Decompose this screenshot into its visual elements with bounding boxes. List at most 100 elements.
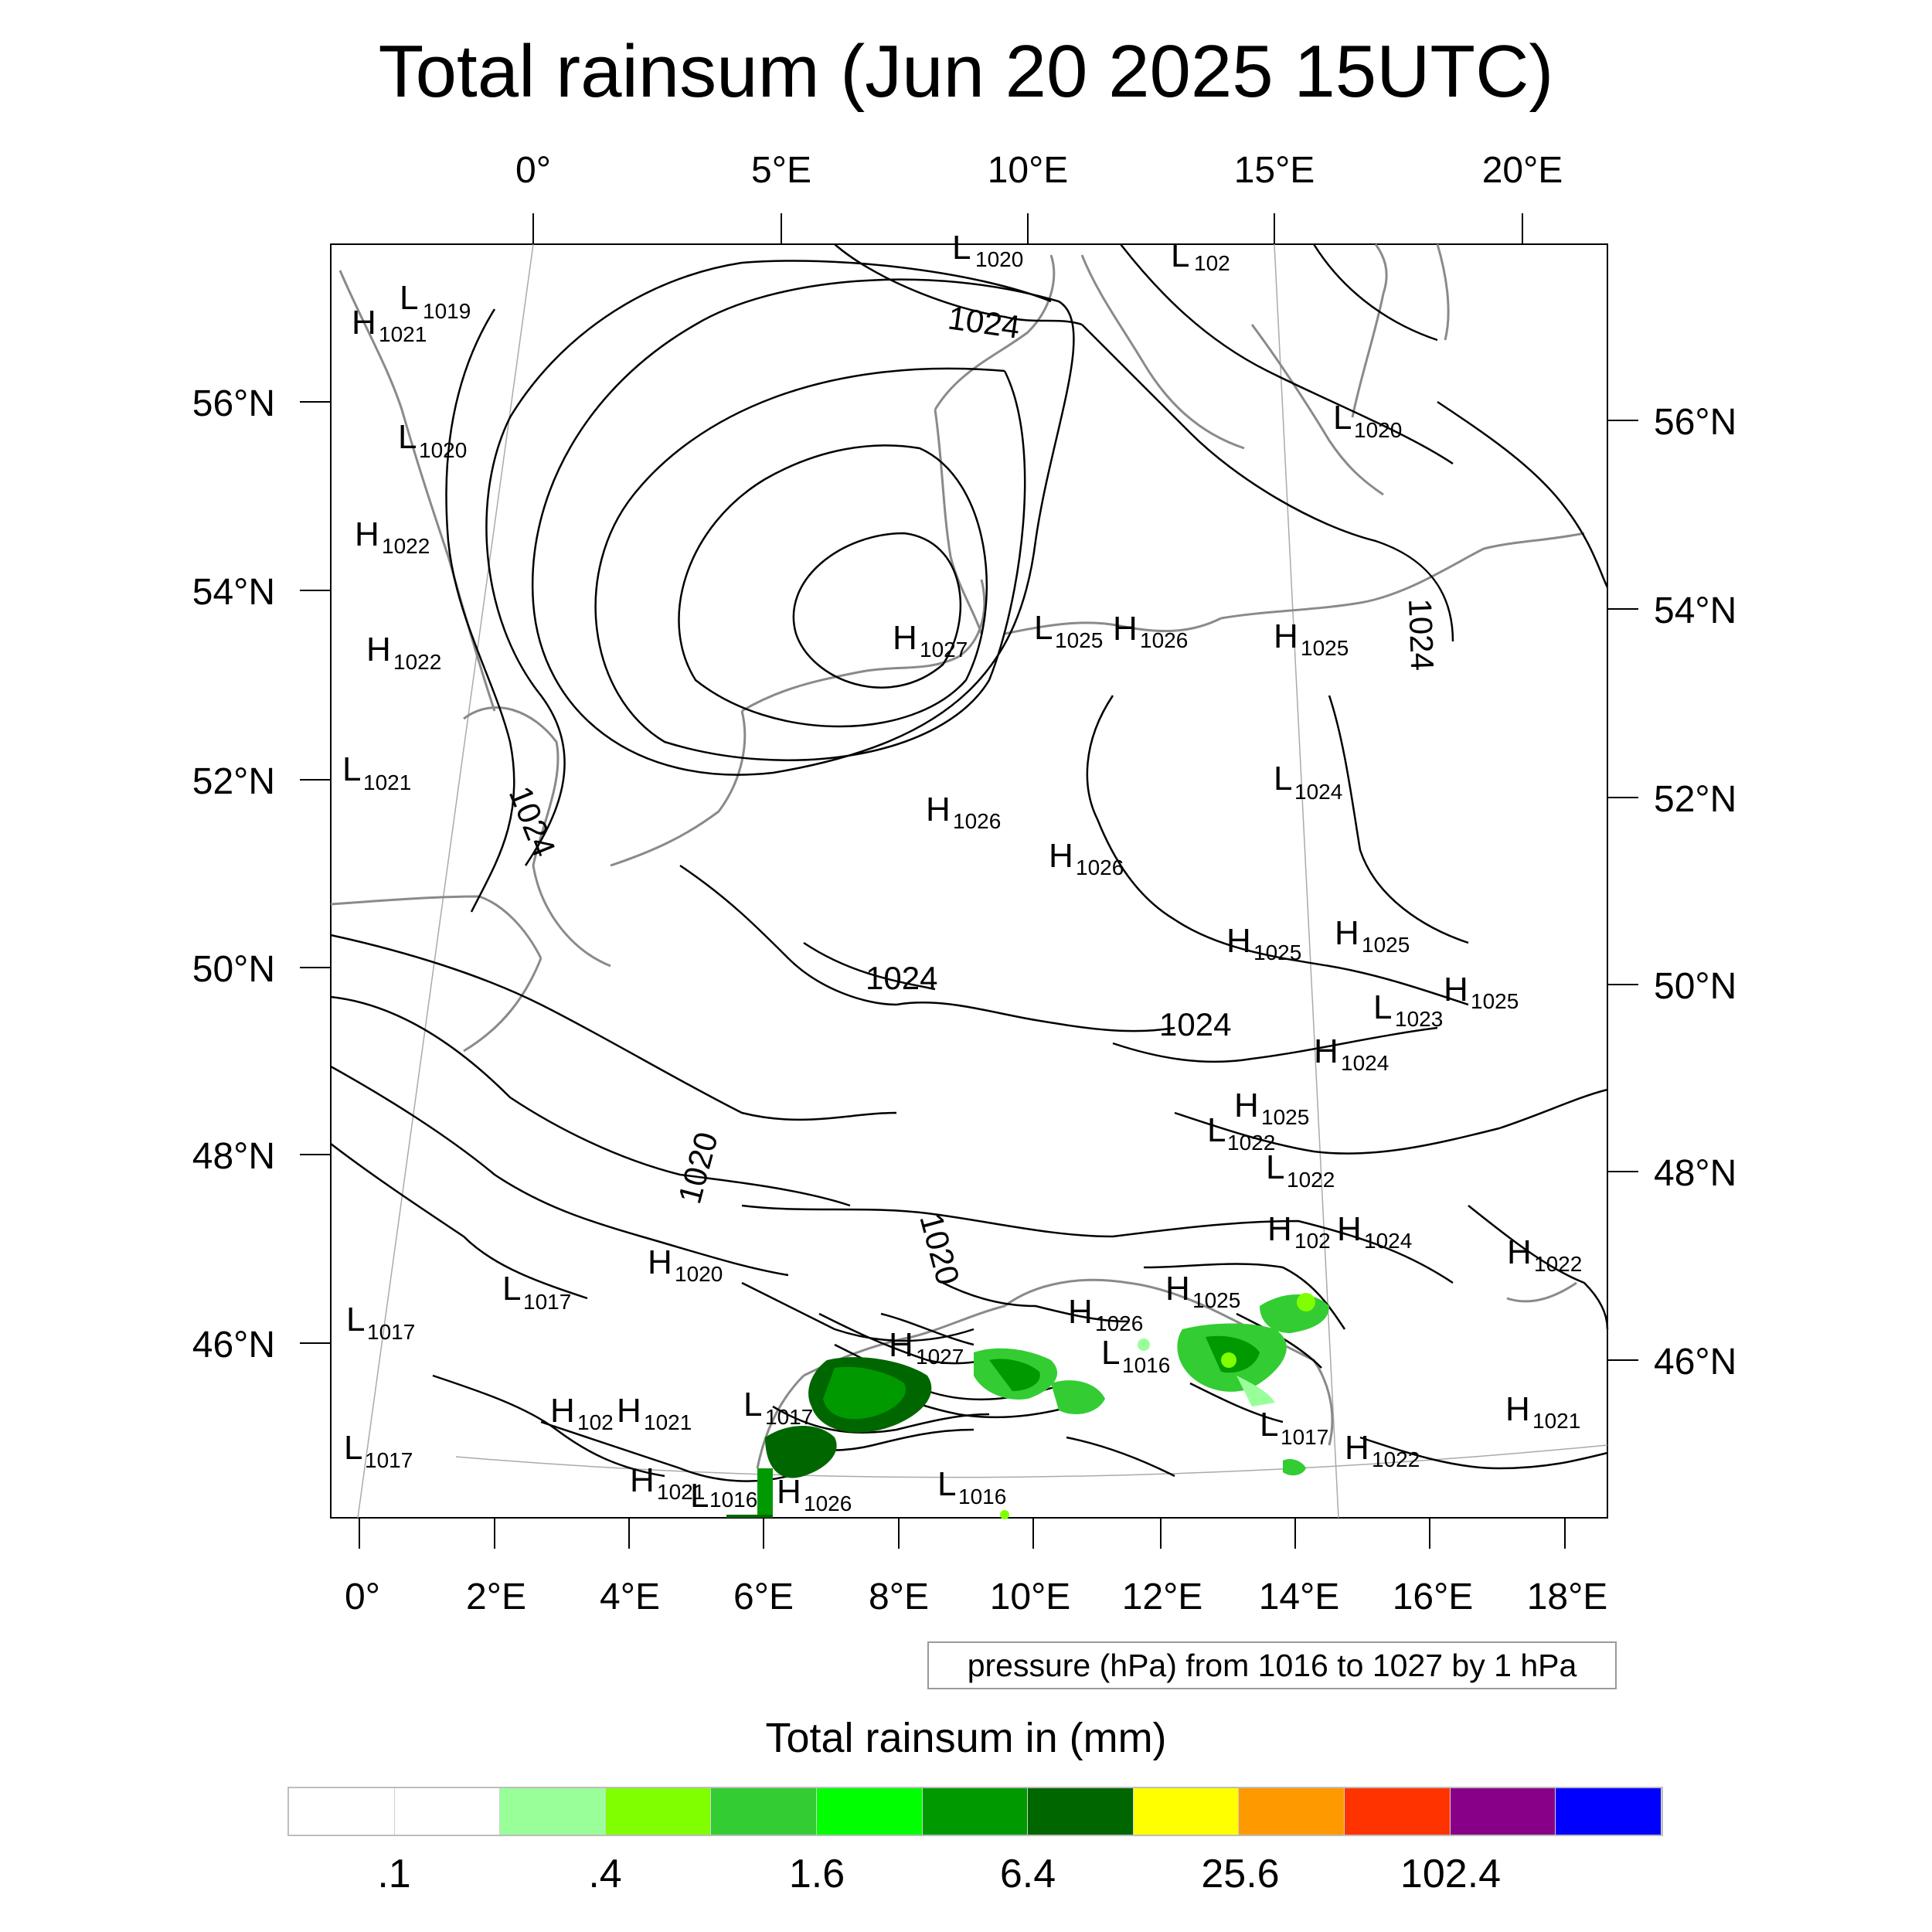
pressure-center-h: H 1020	[648, 1243, 723, 1286]
svg-text:1025: 1025	[1471, 989, 1519, 1013]
contour-label: 1020	[671, 1128, 725, 1207]
svg-text:H: H	[1314, 1032, 1338, 1070]
colorbar-cell	[711, 1788, 818, 1835]
contour-label: 1020	[913, 1209, 967, 1288]
pressure-center-h: H 1026	[1068, 1293, 1143, 1335]
bottom-lon-labels: 0° 2°E 4°E 6°E 8°E 10°E 12°E 14°E 16°E 1…	[345, 1577, 1607, 1617]
pressure-center-h: H 1022	[355, 515, 430, 558]
svg-text:1024: 1024	[1364, 1229, 1412, 1253]
bottom-lon-label: 18°E	[1527, 1577, 1608, 1617]
pressure-center-l: L 1017	[743, 1386, 813, 1429]
bottom-lon-label: 0°	[345, 1577, 380, 1617]
right-lat-label: 52°N	[1654, 779, 1736, 820]
pressure-center-l: L 1016	[937, 1465, 1006, 1509]
svg-text:H: H	[1444, 971, 1468, 1009]
top-lon-label: 5°E	[751, 150, 811, 191]
svg-text:L: L	[1171, 236, 1189, 274]
colorbar-cell	[289, 1788, 395, 1835]
svg-text:1020: 1020	[419, 438, 467, 462]
pressure-center-h: H 1026	[777, 1473, 852, 1515]
right-lat-label: 50°N	[1654, 966, 1736, 1007]
svg-text:H: H	[1234, 1087, 1259, 1124]
svg-text:H: H	[1337, 1210, 1362, 1248]
pressure-center-l: L 1016	[690, 1477, 757, 1515]
svg-text:L: L	[346, 1301, 365, 1338]
right-lat-label: 54°N	[1654, 590, 1736, 631]
svg-text:1016: 1016	[1122, 1353, 1170, 1377]
svg-text:1022: 1022	[1227, 1131, 1275, 1155]
frame-ticks	[300, 213, 1638, 1549]
pressure-center-h: H 1027	[893, 619, 968, 662]
colorbar-cell	[1345, 1788, 1451, 1835]
svg-text:L: L	[1266, 1148, 1284, 1186]
colorbar-label: 25.6	[1201, 1852, 1280, 1896]
svg-text:H: H	[1226, 922, 1251, 960]
pressure-center-l: L 1022	[1266, 1148, 1335, 1192]
pressure-center-h: H 1026	[1049, 837, 1124, 879]
pressure-center-h: H 1022	[1507, 1233, 1582, 1276]
pressure-center-h: H 1025	[1165, 1270, 1240, 1312]
bottom-lon-label: 2°E	[466, 1577, 526, 1617]
svg-text:1022: 1022	[393, 650, 441, 674]
svg-text:1027: 1027	[920, 638, 968, 662]
svg-text:1021: 1021	[1532, 1409, 1580, 1433]
pressure-center-l: L 102	[1171, 236, 1230, 275]
contour-label: 1024	[946, 299, 1022, 345]
svg-text:1017: 1017	[365, 1448, 413, 1472]
pressure-center-h: H 1025	[1335, 914, 1410, 957]
map-title: Total rainsum (Jun 20 2025 15UTC)	[378, 30, 1554, 113]
svg-text:1025: 1025	[1362, 933, 1410, 957]
svg-text:L: L	[398, 418, 417, 456]
bottom-lon-label: 8°E	[869, 1577, 929, 1617]
svg-text:L: L	[1034, 609, 1053, 647]
pressure-center-l: L 1020	[952, 229, 1023, 271]
svg-text:1027: 1027	[916, 1345, 964, 1369]
svg-text:H: H	[889, 1326, 913, 1364]
bottom-lon-label: 14°E	[1259, 1577, 1340, 1617]
pressure-center-h: H 102	[1267, 1210, 1331, 1253]
left-lat-label: 46°N	[192, 1325, 275, 1366]
svg-text:L: L	[1274, 760, 1292, 798]
rainfall-patches	[726, 1293, 1329, 1519]
svg-text:102: 102	[1194, 251, 1230, 275]
colorbar-cell	[1028, 1788, 1134, 1835]
svg-text:H: H	[1345, 1429, 1369, 1467]
bottom-lon-label: 16°E	[1393, 1577, 1474, 1617]
svg-text:L: L	[1207, 1111, 1226, 1149]
pressure-center-h: H 102	[550, 1392, 614, 1434]
svg-text:H: H	[352, 304, 376, 342]
svg-text:1024: 1024	[1341, 1051, 1389, 1075]
colorbar-label: .4	[588, 1852, 622, 1896]
svg-text:102: 102	[1294, 1229, 1331, 1253]
pressure-center-l: L 1017	[346, 1301, 415, 1344]
colorbar	[287, 1787, 1663, 1836]
svg-text:1021: 1021	[363, 770, 411, 794]
svg-text:1017: 1017	[765, 1405, 813, 1429]
left-lat-label: 54°N	[192, 572, 275, 613]
svg-text:1022: 1022	[1287, 1168, 1335, 1192]
top-lon-labels: 0° 5°E 10°E 15°E 20°E	[515, 150, 1563, 191]
colorbar-label: .1	[377, 1852, 411, 1896]
pressure-center-h: H 1022	[366, 631, 441, 674]
pressure-center-l: L 1025	[1034, 609, 1103, 652]
colorbar-cell	[817, 1788, 923, 1835]
graticule	[357, 243, 1608, 1519]
top-lon-label: 20°E	[1482, 150, 1563, 191]
pressure-centers: L 1020 L 102 L 1019 H 1021 L 1020 L 1020 H 1022…	[342, 229, 1582, 1515]
svg-text:1020: 1020	[675, 1262, 723, 1286]
pressure-center-l: L 1020	[1333, 399, 1402, 442]
pressure-center-h: H 1021	[352, 304, 427, 346]
left-lat-label: 48°N	[192, 1136, 275, 1177]
svg-text:1025: 1025	[1253, 940, 1301, 964]
pressure-center-l: L 1017	[1260, 1406, 1328, 1449]
colorbar-cell	[1450, 1788, 1556, 1835]
svg-text:H: H	[1335, 914, 1359, 952]
pressure-center-h: H 1025	[1234, 1087, 1309, 1129]
right-lat-labels: 56°N 54°N 52°N 50°N 48°N 46°N	[1654, 402, 1736, 1383]
contour-label: 1024	[1159, 1006, 1231, 1043]
svg-text:1022: 1022	[1534, 1252, 1582, 1276]
svg-text:L: L	[690, 1477, 709, 1515]
colorbar-label: 1.6	[788, 1852, 845, 1896]
svg-text:1023: 1023	[1395, 1007, 1443, 1031]
